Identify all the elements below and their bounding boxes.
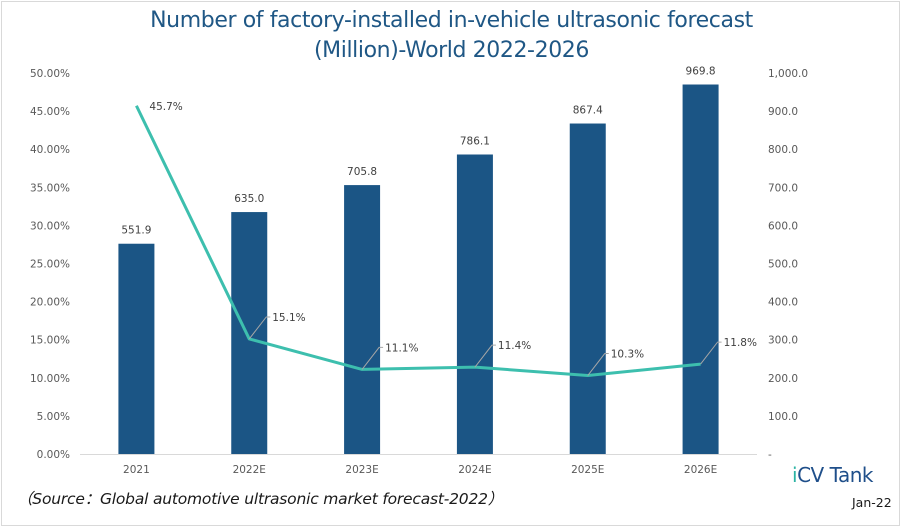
line-data-label: 11.8%: [724, 337, 757, 349]
x-axis-tick-label: 2021: [123, 464, 150, 476]
chart-title-line-2: (Million)-World 2022-2026: [313, 38, 589, 63]
line-data-label: 11.1%: [385, 342, 418, 354]
bar-series: [118, 84, 719, 455]
right-axis-tick-label: 500.0: [768, 259, 798, 271]
bar-data-labels: 551.9 635.0 705.8 786.1 867.4 969.8: [121, 66, 715, 237]
x-axis-tick-label: 2024E: [458, 464, 491, 476]
line-data-label: 11.4%: [498, 340, 531, 352]
right-axis-tick-label: 900.0: [768, 106, 798, 118]
right-axis-tick-label: -: [768, 449, 772, 461]
left-axis-tick-label: 35.00%: [30, 182, 70, 194]
bar-data-label: 867.4: [573, 105, 603, 117]
growth-rate-line: [135, 105, 701, 378]
left-axis-tick-label: 15.00%: [30, 335, 70, 347]
bar: [569, 123, 606, 454]
leader-line: [587, 353, 609, 376]
bar: [231, 212, 268, 454]
bar-data-label: 551.9: [121, 225, 151, 237]
brand-logo: iCV Tank: [792, 463, 873, 487]
left-axis-tick-label: 50.00%: [30, 68, 70, 80]
x-axis-tick-label: 2023E: [345, 464, 378, 476]
leader-line: [248, 316, 271, 340]
leader-line: [700, 341, 722, 365]
right-axis-tick-label: 700.0: [768, 182, 798, 194]
x-axis: 2021 2022E 2023E 2024E 2025E 2026E: [123, 464, 717, 476]
left-axis-tick-label: 30.00%: [30, 220, 70, 232]
date-label: Jan-22: [852, 495, 892, 510]
x-axis-tick-label: 2025E: [571, 464, 604, 476]
bar: [344, 185, 381, 454]
left-axis-tick-label: 45.00%: [30, 106, 70, 118]
x-axis-tick-label: 2026E: [684, 464, 717, 476]
right-axis: - 100.0 200.0 300.0 400.0 500.0 600.0 700.0 800.…: [768, 68, 808, 461]
logo-i: i: [792, 463, 798, 487]
right-axis-tick-label: 1,000.0: [768, 68, 808, 80]
left-axis-tick-label: 5.00%: [37, 411, 70, 423]
right-axis-tick-label: 800.0: [768, 144, 798, 156]
logo-text: CV Tank: [797, 463, 873, 487]
line-data-label: 15.1%: [272, 312, 305, 324]
left-axis-tick-label: 0.00%: [37, 449, 70, 461]
source-note: （Source：Global automotive ultrasonic mar…: [17, 490, 504, 508]
x-axis-tick-label: 2022E: [233, 464, 266, 476]
leader-line: [361, 346, 384, 370]
bar: [118, 243, 155, 454]
bar-data-label: 786.1: [460, 135, 490, 147]
line-data-label: 10.3%: [611, 349, 644, 361]
bar-data-label: 705.8: [347, 166, 377, 178]
right-axis-tick-label: 100.0: [768, 411, 798, 423]
left-axis: 0.00% 5.00% 10.00% 15.00% 20.00% 25.00% 30.00%…: [30, 68, 70, 461]
bar: [456, 154, 493, 454]
line-series: [135, 105, 701, 378]
left-axis-tick-label: 25.00%: [30, 259, 70, 271]
right-axis-tick-label: 600.0: [768, 220, 798, 232]
right-axis-tick-label: 200.0: [768, 373, 798, 385]
right-axis-tick-label: 400.0: [768, 297, 798, 309]
line-data-labels: 45.7% 15.1% 11.1% 11.4% 10.3% 11.8%: [149, 101, 757, 376]
bar-data-label: 635.0: [234, 193, 264, 205]
bar-data-label: 969.8: [686, 66, 716, 78]
leader-line: [474, 344, 496, 368]
left-axis-tick-label: 10.00%: [30, 373, 70, 385]
chart-title-line-1: Number of factory-installed in-vehicle u…: [150, 8, 753, 33]
bar: [682, 84, 719, 455]
left-axis-tick-label: 40.00%: [30, 144, 70, 156]
line-data-label: 45.7%: [149, 101, 182, 113]
left-axis-tick-label: 20.00%: [30, 297, 70, 309]
right-axis-tick-label: 300.0: [768, 335, 798, 347]
